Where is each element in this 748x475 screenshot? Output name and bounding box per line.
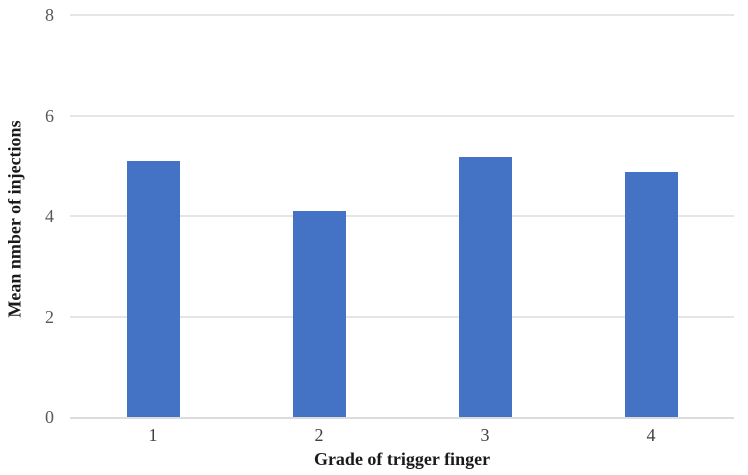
x-axis-tick-label-4: 4 [646,425,656,445]
y-axis-tick-label-4: 4 [45,206,54,226]
y-axis-tick-label-6: 6 [45,105,54,126]
bar-grade-4 [624,171,678,417]
gridline-y-4 [70,215,734,217]
bar-grade-3 [458,157,512,417]
bar-grade-2 [292,210,346,417]
gridline-y-8 [70,14,734,16]
y-axis-tick-label-2: 2 [45,306,54,327]
x-axis-tick-label-3: 3 [480,425,490,445]
x-axis-title: Grade of trigger finger [313,449,491,469]
x-axis-tick-label-2: 2 [314,425,324,445]
gridline-y-2 [70,315,734,318]
plot-area [70,14,734,419]
y-axis-tick-label-0: 0 [45,407,54,427]
x-axis-tick-labels: 1 2 3 4 [70,421,734,447]
bar-grade-1 [126,160,180,417]
y-axis-tick-label-8: 8 [45,5,54,25]
gridline-y-6 [70,114,734,117]
x-axis-tick-label-1: 1 [148,425,158,445]
y-axis-tick-labels: 0 2 4 6 8 [0,5,54,427]
